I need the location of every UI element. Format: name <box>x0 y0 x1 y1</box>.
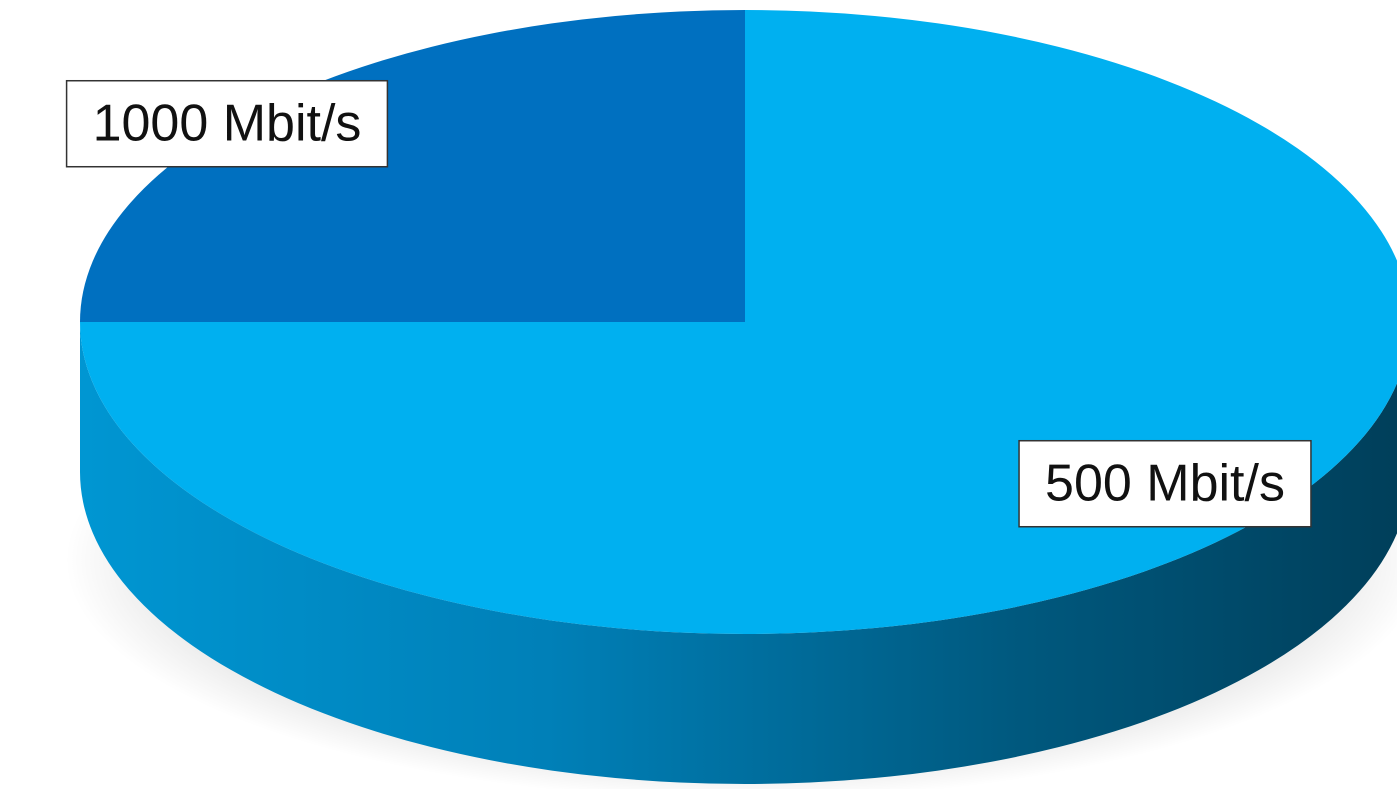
data-label-text-2: 500 Mbit/s <box>1045 455 1285 513</box>
data-label-1: 1000 Mbit/s <box>65 79 389 168</box>
data-label-2: 500 Mbit/s <box>1018 439 1312 528</box>
pie-side-wall <box>80 322 1397 784</box>
data-label-box-2 <box>1018 439 1312 528</box>
pie-slice-1 <box>80 10 745 322</box>
data-label-text-1: 1000 Mbit/s <box>93 95 362 153</box>
data-label-box-1 <box>65 79 389 168</box>
